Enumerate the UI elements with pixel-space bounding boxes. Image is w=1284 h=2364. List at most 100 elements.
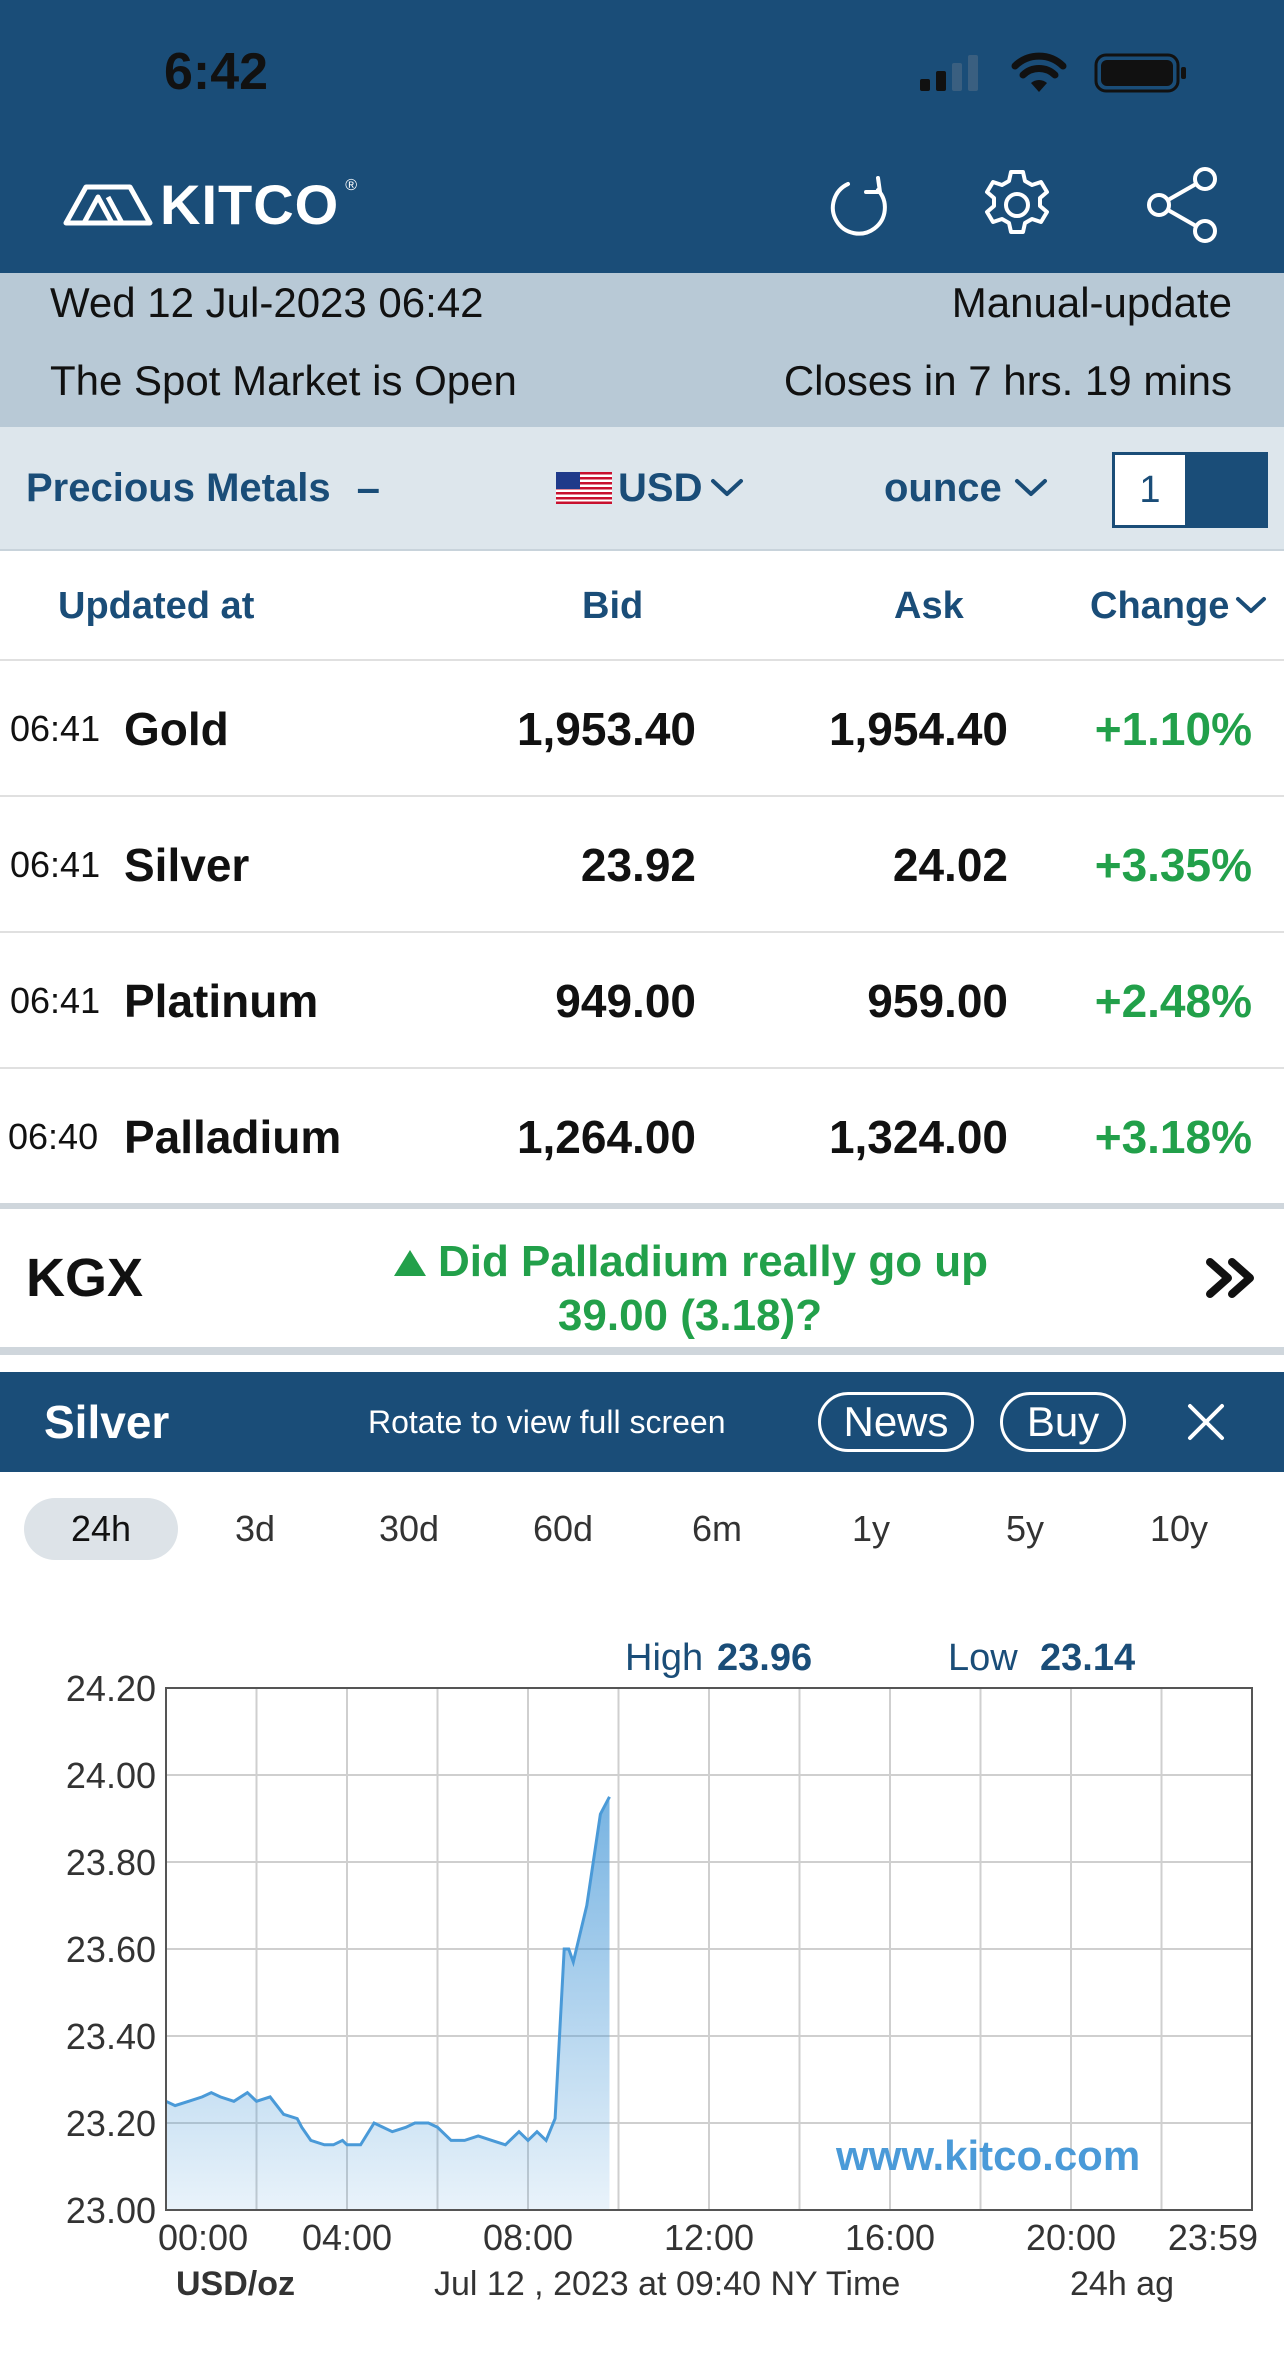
close-chart-button[interactable] xyxy=(1174,1390,1238,1454)
y-tick-label: 23.60 xyxy=(66,1929,156,1970)
date-time: Wed 12 Jul-2023 06:42 xyxy=(50,279,484,326)
col-updated-at: Updated at xyxy=(58,584,255,627)
price-line xyxy=(165,1796,611,2147)
row-ask: 1,954.40 xyxy=(828,703,1008,755)
range-5y[interactable]: 5y xyxy=(1005,1508,1045,1549)
quantity-field[interactable]: 1 xyxy=(1112,452,1268,528)
row-metal: Palladium xyxy=(124,1111,342,1163)
gear-icon xyxy=(985,170,1049,234)
kitco-logo: KITCO ® xyxy=(62,173,358,236)
range-10y[interactable]: 10y xyxy=(1149,1508,1209,1549)
category-selector[interactable]: Precious Metals – xyxy=(26,427,380,549)
kgx-message-line1: Did Palladium really go up xyxy=(437,1237,989,1286)
brand-name: KITCO xyxy=(160,172,340,236)
y-tick-label: 23.80 xyxy=(66,1842,156,1883)
currency-label: USD xyxy=(618,465,703,510)
news-button[interactable]: News xyxy=(818,1392,974,1452)
range-1y[interactable]: 1y xyxy=(851,1508,891,1549)
chart-svg: 24.20 24.00 23.80 23.60 23.40 23.20 23.00 00:0… xyxy=(66,1637,1258,2303)
update-mode[interactable]: Manual-update xyxy=(951,279,1232,326)
period-label: 24h ag xyxy=(1070,2265,1174,2303)
price-table-header: Updated at Bid Ask Change xyxy=(0,551,1284,661)
high-label: High xyxy=(625,1637,703,1679)
refresh-icon xyxy=(830,176,887,236)
share-button[interactable] xyxy=(1138,160,1228,250)
brand-registered-mark: ® xyxy=(345,177,358,194)
y-tick-label: 23.40 xyxy=(66,2016,156,2057)
col-ask: Ask xyxy=(894,584,964,627)
row-time: 06:41 xyxy=(10,708,101,749)
row-bid: 949.00 xyxy=(555,975,696,1027)
market-close-countdown: Closes in 7 hrs. 19 mins xyxy=(783,357,1232,404)
top-bar: 6:42 xyxy=(0,0,1284,273)
chevron-down-icon xyxy=(711,479,744,496)
x-axis-ticks: 00:00 04:00 08:00 12:00 16:00 20:00 23:59 xyxy=(158,2217,1258,2258)
double-chevron-right-icon xyxy=(1206,1258,1254,1298)
currency-selector[interactable]: USD xyxy=(556,427,744,549)
battery-icon xyxy=(1094,53,1186,93)
x-tick-label: 12:00 xyxy=(664,2217,754,2258)
table-row[interactable]: 06:41 Platinum 949.00 959.00 +2.48% xyxy=(0,933,1284,1069)
row-bid: 23.92 xyxy=(580,839,696,891)
range-30d[interactable]: 30d xyxy=(378,1508,440,1549)
kgx-label: KGX xyxy=(26,1248,144,1308)
row-bid: 1,264.00 xyxy=(516,1111,696,1163)
market-info-bar: Wed 12 Jul-2023 06:42 Manual-update The … xyxy=(0,273,1284,427)
kgx-message-line2: 39.00 (3.18)? xyxy=(557,1291,823,1340)
row-time: 06:40 xyxy=(8,1116,99,1157)
col-bid: Bid xyxy=(582,584,644,627)
range-60d[interactable]: 60d xyxy=(532,1508,594,1549)
quantity-input[interactable]: 1 xyxy=(1115,455,1185,525)
share-icon xyxy=(1147,167,1217,243)
col-change-sort[interactable]: Change xyxy=(1090,551,1267,661)
x-tick-label: 04:00 xyxy=(302,2217,392,2258)
x-tick-label: 16:00 xyxy=(845,2217,935,2258)
row-metal: Silver xyxy=(124,839,250,891)
y-tick-label: 24.00 xyxy=(66,1755,156,1796)
chart-panel-title: Silver xyxy=(44,1396,170,1448)
row-metal: Platinum xyxy=(124,975,319,1027)
kgx-message: Did Palladium really go up 39.00 (3.18)? xyxy=(330,1235,1050,1343)
y-tick-label: 24.20 xyxy=(66,1668,156,1709)
kitco-logo-mark-icon xyxy=(63,184,153,226)
table-row[interactable]: 06:40 Palladium 1,264.00 1,324.00 +3.18% xyxy=(0,1069,1284,1205)
range-3d[interactable]: 3d xyxy=(234,1508,276,1549)
row-ask: 24.02 xyxy=(892,839,1008,891)
close-icon xyxy=(1188,1404,1224,1440)
silver-price-chart: 24.20 24.00 23.80 23.60 23.40 23.20 23.00 00:0… xyxy=(0,1582,1284,2364)
range-24h[interactable]: 24h xyxy=(24,1498,178,1560)
row-bid: 1,953.40 xyxy=(516,703,696,755)
buy-button[interactable]: Buy xyxy=(1000,1392,1126,1452)
unit-selector[interactable]: ounce xyxy=(884,427,1048,549)
table-row[interactable]: 06:41 Silver 23.92 24.02 +3.35% xyxy=(0,797,1284,933)
range-selector: 24h 3d 30d 60d 6m 1y 5y 10y xyxy=(0,1472,1284,1582)
chart-timestamp: Jul 12 , 2023 at 09:40 NY Time xyxy=(434,2265,900,2303)
chevron-down-icon xyxy=(1236,597,1267,613)
kgx-banner[interactable]: KGX Did Palladium really go up 39.00 (3.… xyxy=(0,1203,1284,1355)
low-label: Low xyxy=(948,1637,1018,1679)
category-collapse-toggle[interactable]: – xyxy=(356,464,380,511)
category-label: Precious Metals xyxy=(26,465,331,510)
row-metal: Gold xyxy=(124,703,229,755)
row-change: +3.18% xyxy=(1094,1111,1252,1163)
x-tick-label: 00:00 xyxy=(158,2217,248,2258)
settings-button[interactable] xyxy=(972,160,1062,250)
kgx-more-button[interactable] xyxy=(1204,1209,1258,1347)
plot-frame xyxy=(165,1687,1253,2211)
status-time: 6:42 xyxy=(164,43,269,101)
row-change: +2.48% xyxy=(1094,975,1252,1027)
row-time: 06:41 xyxy=(10,844,101,885)
chart-panel-header: Silver Rotate to view full screen News B… xyxy=(0,1372,1284,1472)
price-area xyxy=(166,1796,610,2210)
x-tick-label: 08:00 xyxy=(483,2217,573,2258)
status-icons xyxy=(918,52,1188,94)
wifi-icon xyxy=(1011,52,1067,92)
triangle-up-icon xyxy=(393,1250,426,1276)
table-row[interactable]: 06:41 Gold 1,953.40 1,954.40 +1.10% xyxy=(0,661,1284,797)
refresh-button[interactable] xyxy=(816,160,906,250)
row-change: +3.35% xyxy=(1094,839,1252,891)
col-change-label: Change xyxy=(1090,584,1230,627)
range-6m[interactable]: 6m xyxy=(691,1508,742,1549)
us-flag-icon xyxy=(556,472,612,504)
high-value: 23.96 xyxy=(717,1637,812,1679)
